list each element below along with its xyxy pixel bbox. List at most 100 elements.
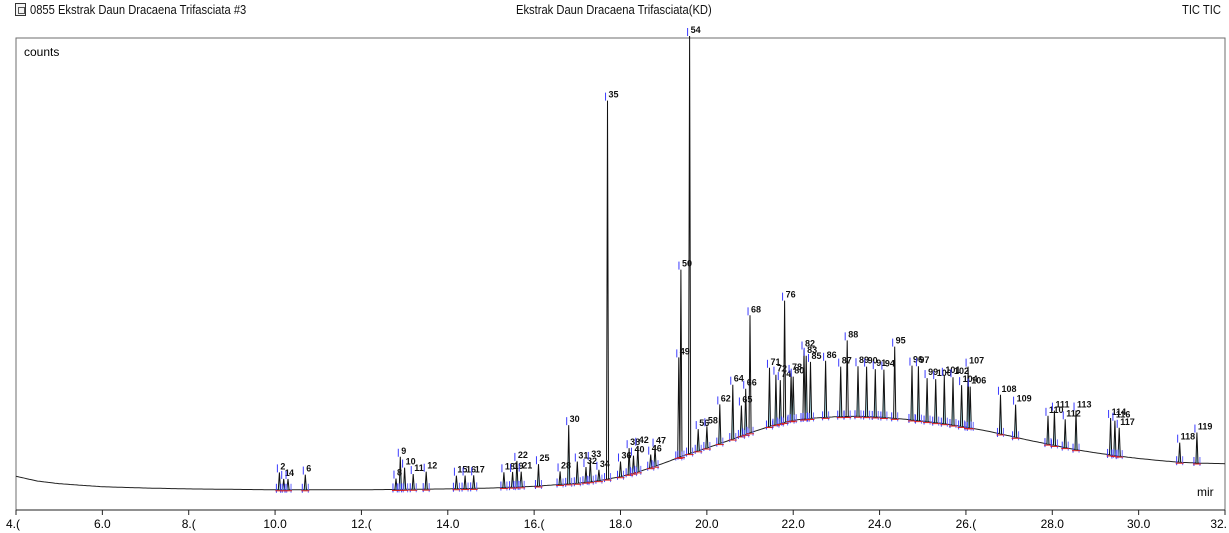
peak-54 (688, 35, 692, 454)
peak-34 (597, 469, 601, 481)
peak-40 (631, 455, 635, 474)
peak-label-22: 22 (518, 450, 528, 460)
peak-label-90: 90 (868, 356, 878, 366)
peak-87 (839, 366, 843, 417)
peak-28 (558, 471, 562, 485)
peak-label-112: 112 (1066, 408, 1081, 418)
peak-9 (398, 456, 402, 490)
peak-label-86: 86 (827, 350, 837, 360)
peak-33 (588, 459, 592, 482)
peak-label-72: 72 (777, 364, 787, 374)
peak-65 (739, 405, 743, 437)
peak-15 (454, 475, 458, 489)
peak-label-95: 95 (896, 336, 906, 346)
peak-label-106: 106 (971, 376, 986, 386)
peak-101 (942, 375, 946, 424)
peak-label-15: 15 (457, 465, 467, 475)
peak-label-54: 54 (691, 25, 701, 35)
peak-label-111: 111 (1055, 400, 1069, 410)
peak-19 (511, 471, 515, 488)
peak-111 (1052, 410, 1056, 446)
peak-1 (282, 478, 286, 490)
file-icon[interactable] (15, 3, 26, 16)
peak-label-66: 66 (747, 378, 757, 388)
peak-label-119: 119 (1198, 422, 1213, 432)
peak-label-116: 116 (1116, 410, 1131, 420)
peak-label-25: 25 (539, 453, 549, 463)
peak-label-31: 31 (578, 451, 588, 461)
peak-label-19: 19 (514, 461, 524, 471)
peak-22 (515, 460, 519, 488)
peak-label-91: 91 (876, 358, 886, 368)
peak-91 (873, 369, 877, 418)
x-tick-label: 32. (1210, 517, 1227, 531)
x-tick-label: 12.( (351, 517, 372, 531)
peak-label-108: 108 (1001, 384, 1016, 394)
x-tick-label: 4.( (6, 517, 20, 531)
peak-label-18: 18 (505, 461, 515, 471)
peak-94 (882, 369, 886, 418)
peak-label-96: 96 (913, 355, 923, 365)
y-axis-label: counts (24, 45, 59, 59)
peak-label-85: 85 (811, 351, 821, 361)
peak-62 (718, 404, 722, 445)
peak-10 (403, 467, 407, 490)
peak-label-109: 109 (1017, 394, 1032, 404)
peak-label-17: 17 (475, 464, 485, 474)
peak-label-30: 30 (570, 414, 580, 424)
peak-58 (705, 426, 709, 449)
peak-2 (277, 472, 281, 490)
peak-label-110: 110 (1049, 405, 1064, 415)
peak-label-58: 58 (708, 415, 718, 425)
x-tick-label: 24.0 (868, 517, 892, 531)
peak-38 (627, 448, 631, 475)
peak-109 (1014, 404, 1018, 438)
peak-label-33: 33 (591, 449, 601, 459)
peak-46 (649, 454, 653, 469)
peak-102 (951, 377, 955, 426)
peak-4 (286, 478, 290, 490)
x-tick-label: 28.0 (1041, 517, 1065, 531)
peak-74 (778, 380, 782, 424)
peak-label-83: 83 (807, 345, 817, 355)
peak-label-42: 42 (639, 435, 649, 445)
peak-11 (411, 473, 415, 490)
peak-100 (934, 379, 938, 423)
peak-82 (802, 349, 806, 420)
peak-label-102: 102 (954, 366, 969, 376)
peak-97 (916, 366, 920, 421)
peak-label-94: 94 (885, 359, 895, 369)
peak-107 (966, 366, 970, 428)
peak-64 (731, 384, 735, 440)
peak-label-28: 28 (561, 460, 571, 470)
peak-90 (865, 366, 869, 417)
peak-label-80: 80 (794, 366, 804, 376)
peak-112 (1063, 419, 1067, 448)
peak-68 (748, 315, 752, 434)
peak-83 (804, 355, 808, 420)
peak-99 (925, 378, 929, 422)
x-tick-label: 18.0 (609, 517, 633, 531)
peak-label-99: 99 (928, 367, 938, 377)
peak-label-62: 62 (721, 393, 731, 403)
x-tick-label: 10.0 (263, 517, 287, 531)
peak-32 (584, 466, 588, 483)
peak-106 (968, 386, 972, 429)
peak-86 (824, 360, 828, 418)
trace-label: TIC TIC (1182, 2, 1221, 17)
peak-12 (424, 471, 428, 490)
peak-label-56: 56 (699, 418, 709, 428)
peak-21 (519, 471, 523, 487)
peak-17 (472, 475, 476, 489)
peak-89 (856, 366, 860, 417)
x-tick-label: 6.0 (94, 517, 111, 531)
peak-label-88: 88 (848, 329, 858, 339)
peak-47 (653, 446, 657, 467)
x-tick-label: 26.( (956, 517, 977, 531)
peak-label-40: 40 (634, 445, 644, 455)
peak-label-100: 100 (937, 368, 952, 378)
x-tick-label: 16.( (524, 517, 545, 531)
peak-label-74: 74 (781, 369, 791, 379)
peak-label-47: 47 (656, 436, 666, 446)
